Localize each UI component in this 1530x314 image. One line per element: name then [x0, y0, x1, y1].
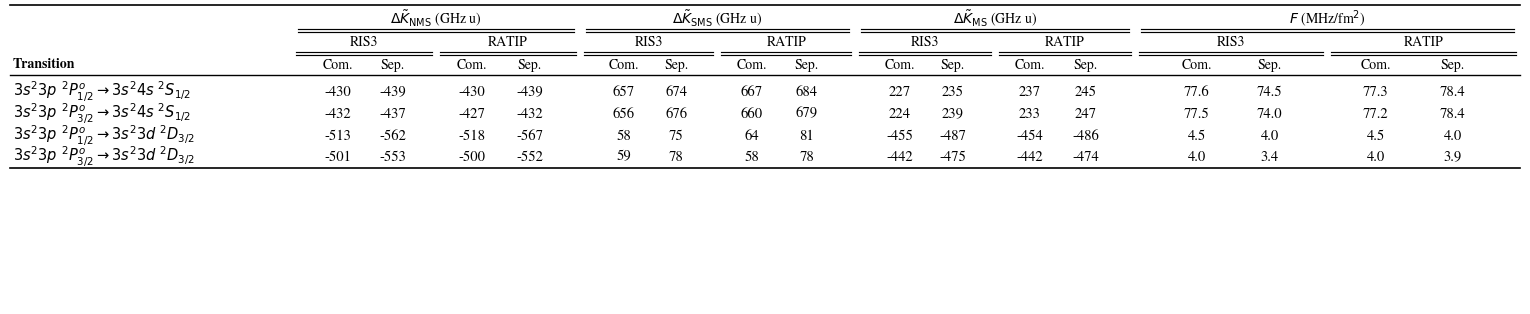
Text: 237: 237 [1019, 85, 1040, 99]
Text: RATIP: RATIP [1405, 35, 1444, 49]
Text: Sep.: Sep. [941, 58, 965, 72]
Text: -500: -500 [459, 150, 485, 164]
Text: 4.5: 4.5 [1187, 129, 1206, 143]
Text: -513: -513 [324, 129, 352, 143]
Text: Transition: Transition [12, 58, 75, 72]
Text: 660: 660 [741, 107, 763, 121]
Text: 233: 233 [1019, 107, 1040, 121]
Text: Com.: Com. [1014, 58, 1045, 72]
Text: -437: -437 [379, 107, 405, 121]
Text: 78.4: 78.4 [1440, 85, 1466, 99]
Text: -552: -552 [516, 150, 543, 164]
Text: Com.: Com. [323, 58, 353, 72]
Text: -442: -442 [886, 150, 913, 164]
Text: -454: -454 [1016, 129, 1043, 143]
Text: Com.: Com. [736, 58, 767, 72]
Text: 4.0: 4.0 [1261, 129, 1279, 143]
Text: 75: 75 [669, 129, 684, 143]
Text: 3.4: 3.4 [1261, 150, 1279, 164]
Text: $\Delta \tilde{K}_{\mathrm{MS}}$ (GHz u): $\Delta \tilde{K}_{\mathrm{MS}}$ (GHz u) [953, 9, 1037, 29]
Text: 78.4: 78.4 [1440, 107, 1466, 121]
Text: RIS3: RIS3 [1216, 35, 1245, 49]
Text: 674: 674 [666, 85, 687, 99]
Text: 77.2: 77.2 [1363, 107, 1389, 121]
Text: RATIP: RATIP [1045, 35, 1085, 49]
Text: -430: -430 [324, 85, 352, 99]
Text: Sep.: Sep. [664, 58, 688, 72]
Text: $\Delta \tilde{K}_{\mathrm{NMS}}$ (GHz u): $\Delta \tilde{K}_{\mathrm{NMS}}$ (GHz u… [390, 9, 482, 29]
Text: 224: 224 [889, 107, 910, 121]
Text: -427: -427 [459, 107, 485, 121]
Text: Com.: Com. [457, 58, 487, 72]
Text: -455: -455 [886, 129, 913, 143]
Text: Sep.: Sep. [517, 58, 542, 72]
Text: Sep.: Sep. [1074, 58, 1099, 72]
Text: -432: -432 [516, 107, 543, 121]
Text: RATIP: RATIP [767, 35, 806, 49]
Text: -439: -439 [516, 85, 543, 99]
Text: -439: -439 [379, 85, 405, 99]
Text: -518: -518 [459, 129, 485, 143]
Text: Sep.: Sep. [1441, 58, 1464, 72]
Text: -501: -501 [324, 150, 352, 164]
Text: $3s^23p\ {}^2P^o_{1/2} \rightarrow 3s^24s\ {}^2S_{1/2}$: $3s^23p\ {}^2P^o_{1/2} \rightarrow 3s^24… [12, 80, 191, 104]
Text: $3s^23p\ {}^2P^o_{3/2} \rightarrow 3s^23d\ {}^2D_{3/2}$: $3s^23p\ {}^2P^o_{3/2} \rightarrow 3s^23… [12, 145, 194, 169]
Text: Com.: Com. [609, 58, 640, 72]
Text: 81: 81 [800, 129, 814, 143]
Text: Com.: Com. [884, 58, 915, 72]
Text: -442: -442 [1016, 150, 1043, 164]
Text: 667: 667 [741, 85, 763, 99]
Text: RIS3: RIS3 [350, 35, 378, 49]
Text: 3.9: 3.9 [1443, 150, 1461, 164]
Text: 77.6: 77.6 [1184, 85, 1210, 99]
Text: -474: -474 [1073, 150, 1100, 164]
Text: -486: -486 [1073, 129, 1100, 143]
Text: 78: 78 [669, 150, 684, 164]
Text: 4.0: 4.0 [1187, 150, 1206, 164]
Text: 77.3: 77.3 [1363, 85, 1388, 99]
Text: 227: 227 [889, 85, 910, 99]
Text: 78: 78 [800, 150, 814, 164]
Text: -430: -430 [459, 85, 485, 99]
Text: -487: -487 [939, 129, 967, 143]
Text: 235: 235 [942, 85, 964, 99]
Text: -475: -475 [939, 150, 967, 164]
Text: RATIP: RATIP [488, 35, 528, 49]
Text: $\Delta \tilde{K}_{\mathrm{SMS}}$ (GHz u): $\Delta \tilde{K}_{\mathrm{SMS}}$ (GHz u… [672, 9, 763, 29]
Text: 74.5: 74.5 [1258, 85, 1282, 99]
Text: Sep.: Sep. [381, 58, 405, 72]
Text: $F$ (MHz/fm$^2$): $F$ (MHz/fm$^2$) [1290, 8, 1366, 30]
Text: -562: -562 [379, 129, 407, 143]
Text: 679: 679 [796, 107, 819, 121]
Text: 77.5: 77.5 [1184, 107, 1210, 121]
Text: 4.0: 4.0 [1443, 129, 1461, 143]
Text: Com.: Com. [1360, 58, 1391, 72]
Text: 684: 684 [796, 85, 819, 99]
Text: 657: 657 [614, 85, 635, 99]
Text: $3s^23p\ {}^2P^o_{1/2} \rightarrow 3s^23d\ {}^2D_{3/2}$: $3s^23p\ {}^2P^o_{1/2} \rightarrow 3s^23… [12, 124, 194, 148]
Text: 58: 58 [617, 129, 632, 143]
Text: Sep.: Sep. [794, 58, 819, 72]
Text: 247: 247 [1076, 107, 1097, 121]
Text: 4.0: 4.0 [1366, 150, 1385, 164]
Text: RIS3: RIS3 [635, 35, 662, 49]
Text: 245: 245 [1076, 85, 1097, 99]
Text: 74.0: 74.0 [1258, 107, 1282, 121]
Text: Com.: Com. [1181, 58, 1212, 72]
Text: -553: -553 [379, 150, 407, 164]
Text: 656: 656 [614, 107, 635, 121]
Text: -432: -432 [324, 107, 352, 121]
Text: 58: 58 [745, 150, 759, 164]
Text: 4.5: 4.5 [1366, 129, 1385, 143]
Text: 239: 239 [942, 107, 964, 121]
Text: -567: -567 [516, 129, 543, 143]
Text: 676: 676 [666, 107, 687, 121]
Text: Sep.: Sep. [1258, 58, 1282, 72]
Text: RIS3: RIS3 [910, 35, 939, 49]
Text: $3s^23p\ {}^2P^o_{3/2} \rightarrow 3s^24s\ {}^2S_{1/2}$: $3s^23p\ {}^2P^o_{3/2} \rightarrow 3s^24… [12, 102, 191, 126]
Text: 64: 64 [745, 129, 759, 143]
Text: 59: 59 [617, 150, 632, 164]
